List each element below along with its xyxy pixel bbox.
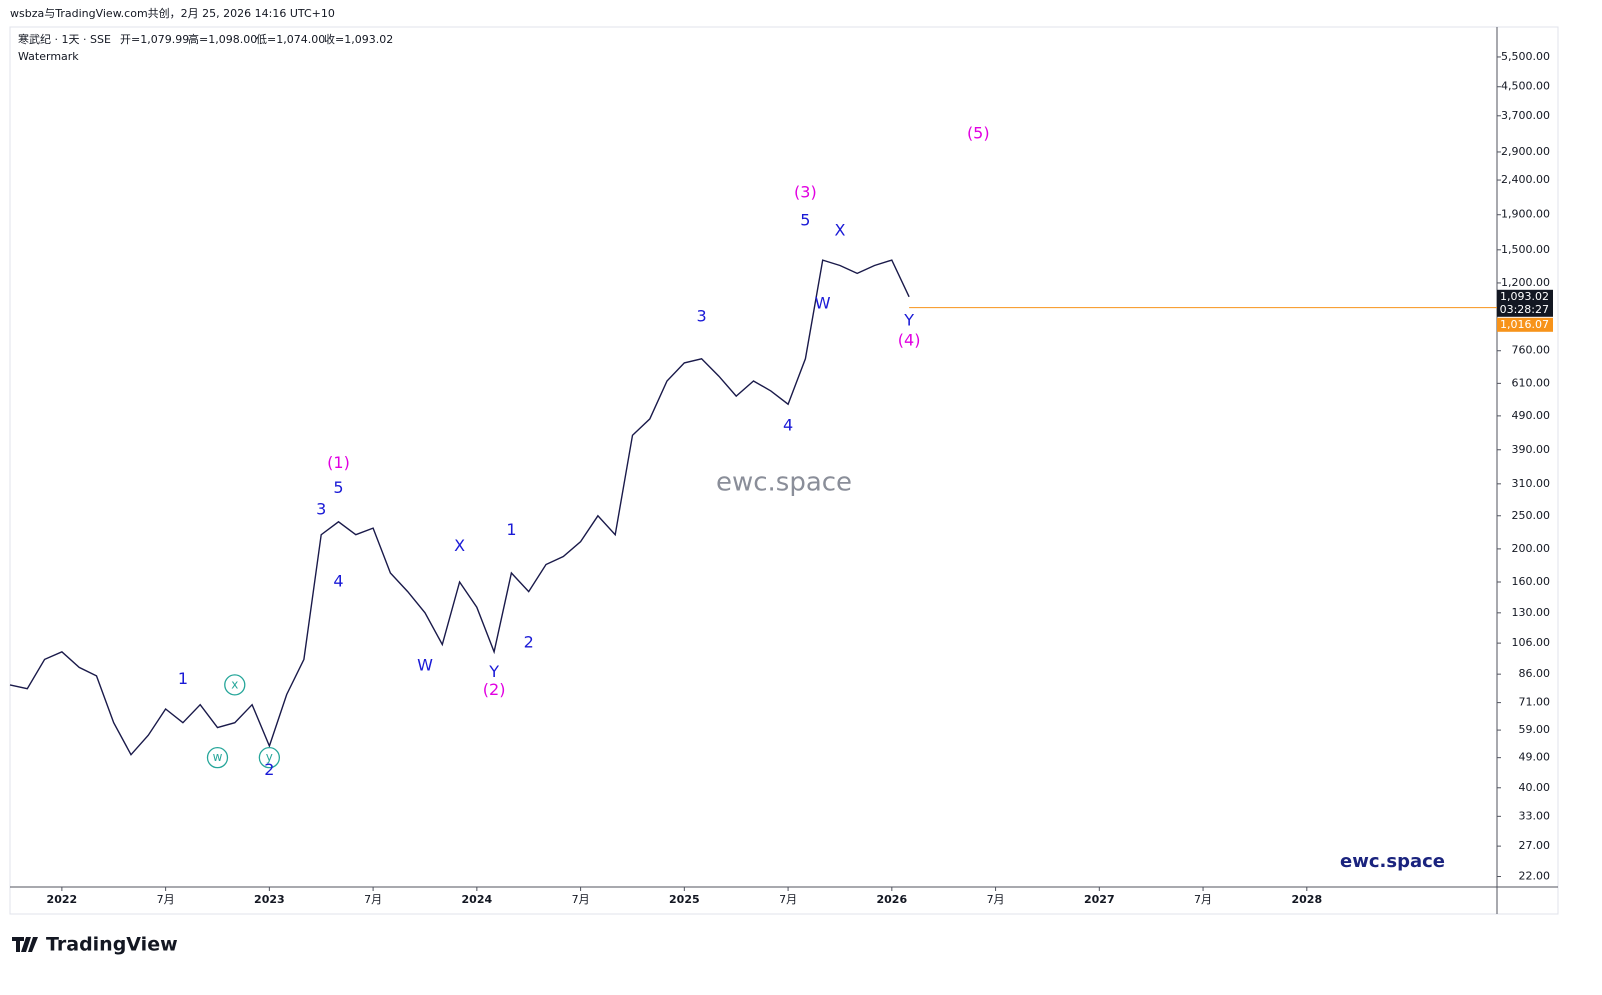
y-tick-label: 33.00 — [1519, 809, 1551, 822]
x-tick-label: 2026 — [877, 893, 908, 906]
ohlc-low: 低=1,074.00 — [256, 33, 325, 46]
y-tick-label: 40.00 — [1519, 781, 1551, 794]
y-tick-label: 2,400.00 — [1501, 173, 1550, 186]
y-tick-label: 200.00 — [1512, 542, 1551, 555]
y-tick-label: 2,900.00 — [1501, 145, 1550, 158]
watermark: ewc.space — [1340, 851, 1445, 872]
x-tick-label: 7月 — [157, 893, 175, 906]
annotation-circle — [224, 674, 246, 696]
countdown: 03:28:27 — [1500, 303, 1549, 316]
wave-label: 5 — [800, 211, 810, 230]
wave-label: x — [231, 677, 238, 691]
price-line-label: 1,016.07 — [1500, 318, 1549, 331]
wave-label: 4 — [333, 572, 343, 591]
watermark: ewc.space — [716, 468, 852, 498]
annotation-circle — [258, 747, 281, 769]
wave-label: 1 — [178, 669, 188, 688]
wave-label: (2) — [483, 680, 506, 699]
y-tick-label: 106.00 — [1512, 636, 1551, 649]
y-tick-label: 27.00 — [1519, 839, 1551, 852]
x-tick-label: 7月 — [364, 893, 382, 906]
y-tick-label: 5,500.00 — [1501, 50, 1550, 63]
annotation-circle — [206, 747, 229, 769]
wave-label: Y — [488, 662, 499, 681]
attribution: wsbza与TradingView.com共创，2月 25, 2026 14:1… — [10, 7, 335, 20]
indicator: Watermark — [18, 50, 79, 63]
y-tick-label: 1,200.00 — [1501, 276, 1550, 289]
y-tick-label: 310.00 — [1512, 477, 1551, 490]
y-tick-label: 160.00 — [1512, 575, 1551, 588]
brand-name: TradingView — [46, 934, 178, 956]
y-tick-label: 22.00 — [1519, 870, 1551, 883]
ohlc-close: 收=1,093.02 — [324, 32, 393, 46]
brand-logo: TradingView — [12, 934, 178, 956]
x-tick-label: 2024 — [462, 893, 493, 906]
wave-label: X — [454, 536, 465, 555]
wave-label: (5) — [967, 124, 990, 143]
ohlc-high: 高=1,098.00 — [188, 32, 257, 46]
wave-label: 2 — [264, 760, 274, 779]
y-tick-label: 71.00 — [1519, 696, 1551, 709]
last-price-box — [1497, 289, 1553, 317]
wave-label: (3) — [794, 182, 817, 201]
last-price-label: 1,093.02 — [1500, 290, 1549, 303]
wave-label: 2 — [524, 633, 534, 652]
x-tick-label: 2025 — [669, 893, 700, 906]
wave-label: y — [266, 750, 273, 764]
symbol: 寒武纪 · 1天 · SSE — [18, 32, 111, 46]
y-tick-label: 4,500.00 — [1501, 80, 1550, 93]
wave-label: 4 — [783, 415, 793, 434]
wave-label: X — [834, 221, 845, 240]
wave-label: (4) — [898, 331, 921, 350]
x-tick-label: 7月 — [987, 893, 1005, 906]
x-tick-label: 7月 — [1194, 893, 1212, 906]
price-line — [9, 259, 910, 756]
wave-label: (1) — [327, 453, 350, 472]
y-tick-label: 86.00 — [1519, 667, 1551, 680]
wave-label: W — [815, 294, 831, 313]
y-tick-label: 1,500.00 — [1501, 243, 1550, 256]
y-tick-label: 3,700.00 — [1501, 109, 1550, 122]
x-tick-label: 2028 — [1291, 893, 1322, 906]
y-tick-label: 610.00 — [1512, 376, 1551, 389]
y-tick-label: 49.00 — [1519, 751, 1551, 764]
wave-label: 5 — [333, 478, 343, 497]
price-line-box — [1497, 317, 1553, 332]
x-tick-label: 2023 — [254, 893, 285, 906]
ohlc-open: 开=1,079.99 — [120, 33, 189, 46]
wave-label: W — [417, 655, 433, 674]
y-tick-label: 59.00 — [1519, 723, 1551, 736]
y-tick-label: 250.00 — [1512, 509, 1551, 522]
y-tick-label: 130.00 — [1512, 606, 1551, 619]
chart-frame — [9, 26, 1559, 915]
x-tick-label: 2022 — [47, 893, 78, 906]
wave-label: Y — [903, 310, 914, 329]
y-tick-label: 390.00 — [1512, 443, 1551, 456]
x-tick-label: 7月 — [572, 893, 590, 906]
wave-label: 1 — [506, 520, 516, 539]
y-tick-label: 490.00 — [1512, 409, 1551, 422]
wave-label: 3 — [316, 499, 326, 518]
y-tick-label: 1,900.00 — [1501, 208, 1550, 221]
x-tick-label: 2027 — [1084, 893, 1115, 906]
wave-label: w — [213, 750, 223, 764]
y-tick-label: 760.00 — [1512, 344, 1551, 357]
x-tick-label: 7月 — [779, 893, 797, 906]
wave-label: 3 — [697, 307, 707, 326]
